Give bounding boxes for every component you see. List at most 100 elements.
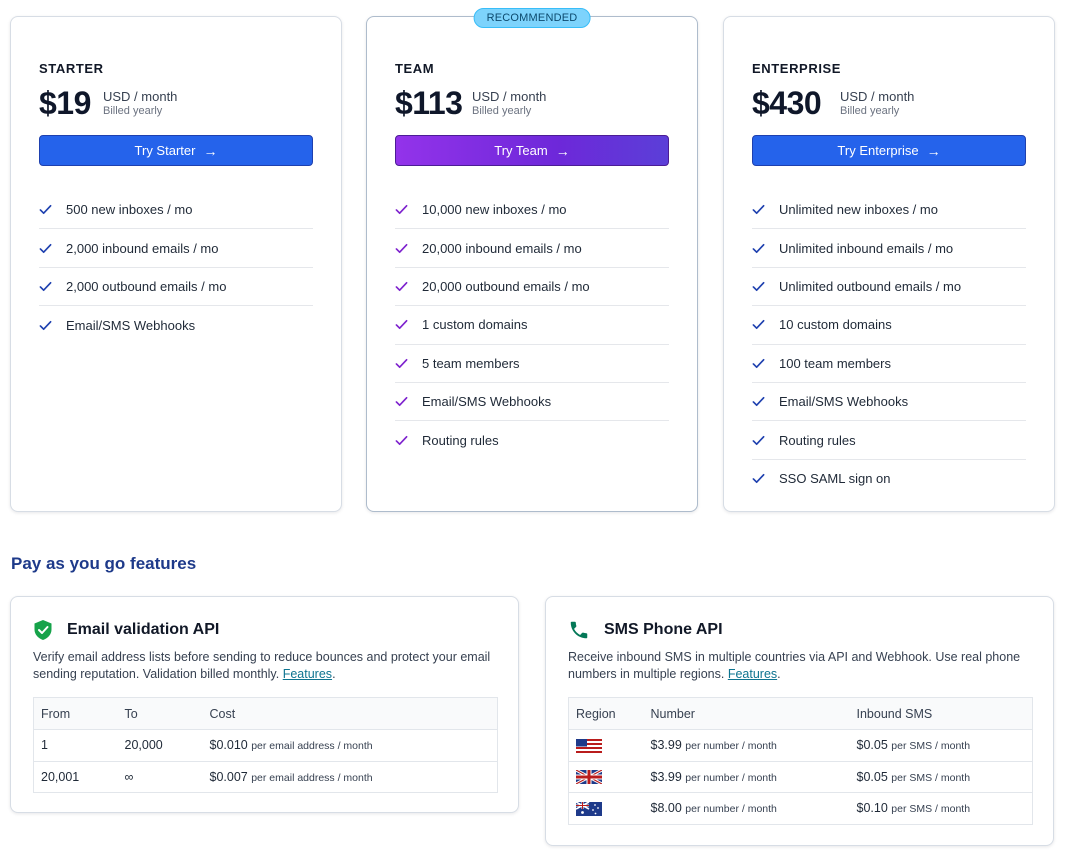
feature-label: 1 custom domains: [422, 317, 528, 333]
column-header: Number: [643, 697, 850, 730]
description-text: Receive inbound SMS in multiple countrie…: [568, 650, 1021, 681]
check-icon: [752, 435, 765, 445]
check-icon: [39, 320, 52, 330]
table-row: 1 20,000 $0.010 per email address / mont…: [33, 729, 498, 762]
price-meta: USD / month Billed yearly: [103, 90, 177, 117]
number-unit: per number / month: [685, 803, 777, 816]
feature-list: 500 new inboxes / mo 2,000 inbound email…: [39, 191, 313, 345]
feature-item: 10,000 new inboxes / mo: [395, 191, 669, 230]
sms-price: $0.05: [856, 769, 888, 784]
feature-item: 10 custom domains: [752, 306, 1026, 345]
cell-region: [568, 792, 644, 825]
feature-label: 500 new inboxes / mo: [66, 202, 193, 218]
plan-price: $430: [752, 85, 822, 121]
check-icon: [395, 358, 408, 368]
sms-phone-card: SMS Phone API Receive inbound SMS in mul…: [545, 596, 1054, 846]
check-icon: [395, 320, 408, 330]
feature-list: 10,000 new inboxes / mo 20,000 inbound e…: [395, 191, 669, 460]
price-meta: USD / month Billed yearly: [840, 90, 914, 117]
check-icon: [752, 320, 765, 330]
feature-list: Unlimited new inboxes / mo Unlimited inb…: [752, 191, 1026, 498]
price-unit: USD / month: [840, 89, 915, 104]
check-icon: [752, 474, 765, 484]
feature-label: Unlimited inbound emails / mo: [779, 240, 954, 256]
try-team-button[interactable]: Try Team →: [395, 135, 669, 166]
uk-flag-icon: [576, 770, 602, 785]
column-header: To: [117, 697, 203, 730]
features-link[interactable]: Features: [282, 667, 333, 681]
plan-name: ENTERPRISE: [752, 61, 842, 76]
try-enterprise-button[interactable]: Try Enterprise →: [752, 135, 1026, 166]
feature-label: 2,000 outbound emails / mo: [66, 278, 227, 294]
cell-number: $3.99 per number / month: [643, 761, 850, 793]
button-label: Try Team: [494, 143, 548, 158]
cell-sms: $0.10 per SMS / month: [849, 792, 1033, 825]
section-title: Pay as you go features: [11, 554, 197, 573]
feature-item: SSO SAML sign on: [752, 460, 1026, 498]
feature-item: Unlimited inbound emails / mo: [752, 229, 1026, 268]
feature-label: Routing rules: [422, 433, 499, 449]
plan-name: TEAM: [395, 61, 435, 76]
table-header-row: From To Cost: [33, 697, 498, 730]
cell-to: 20,000: [117, 729, 203, 762]
feature-item: 1 custom domains: [395, 306, 669, 345]
plan-price: $113: [395, 85, 463, 121]
feature-label: 10 custom domains: [779, 317, 892, 333]
feature-item: 2,000 outbound emails / mo: [39, 268, 313, 307]
cell-number: $3.99 per number / month: [643, 729, 850, 762]
plan-price: $19: [39, 85, 91, 121]
price-billing: Billed yearly: [840, 105, 900, 117]
sms-unit: per SMS / month: [891, 771, 971, 784]
feature-item: Email/SMS Webhooks: [752, 383, 1026, 422]
table-row: $3.99 per number / month $0.05 per SMS /…: [568, 729, 1033, 762]
cell-sms: $0.05 per SMS / month: [849, 729, 1033, 762]
check-icon: [39, 243, 52, 253]
feature-label: 100 team members: [779, 355, 891, 371]
feature-item: 100 team members: [752, 345, 1026, 383]
feature-label: Email/SMS Webhooks: [422, 394, 552, 410]
feature-item: Unlimited new inboxes / mo: [752, 191, 1026, 230]
button-label: Try Starter: [134, 143, 196, 158]
price-unit: USD / month: [103, 89, 178, 104]
feature-label: 20,000 outbound emails / mo: [422, 278, 590, 294]
cell-cost: $0.010 per email address / month: [202, 729, 498, 762]
period: .: [332, 667, 336, 681]
arrow-right-icon: →: [555, 142, 570, 159]
plan-card-team: RECOMMENDED TEAM $113 USD / month Billed…: [366, 8, 698, 512]
cell-region: [568, 761, 644, 793]
cell-to: ∞: [117, 761, 203, 793]
plan-card-starter: STARTER $19 USD / month Billed yearly Tr…: [10, 16, 342, 512]
feature-label: SSO SAML sign on: [779, 471, 891, 487]
number-unit: per number / month: [685, 740, 777, 753]
feature-label: 20,000 inbound emails / mo: [422, 240, 582, 256]
feature-label: Unlimited outbound emails / mo: [779, 278, 962, 294]
feature-label: Email/SMS Webhooks: [779, 394, 909, 410]
number-price: $3.99: [650, 769, 682, 784]
cell-from: 20,001: [33, 761, 118, 793]
check-icon: [395, 243, 408, 253]
feature-label: 2,000 inbound emails / mo: [66, 240, 219, 256]
card-description: Receive inbound SMS in multiple countrie…: [568, 649, 1036, 683]
sms-unit: per SMS / month: [891, 803, 971, 816]
features-link[interactable]: Features: [727, 667, 778, 681]
card-title: SMS Phone API: [604, 621, 723, 638]
number-unit: per number / month: [685, 771, 777, 784]
period: .: [777, 667, 781, 681]
cost-unit: per email address / month: [251, 740, 373, 753]
sms-unit: per SMS / month: [891, 740, 971, 753]
feature-label: Email/SMS Webhooks: [66, 317, 196, 333]
pricing-table: Region Number Inbound SMS $3.99 per numb…: [568, 697, 1033, 825]
check-icon: [752, 243, 765, 253]
table-row: $8.00 per number / month $0.10 per SMS /…: [568, 792, 1033, 825]
check-icon: [39, 281, 52, 292]
card-header: SMS Phone API: [568, 619, 723, 641]
price-billing: Billed yearly: [103, 105, 163, 117]
feature-item: Routing rules: [752, 421, 1026, 460]
feature-item: 20,000 inbound emails / mo: [395, 229, 669, 268]
cell-cost: $0.007 per email address / month: [202, 761, 498, 793]
check-icon: [752, 205, 765, 215]
column-header: Cost: [202, 697, 498, 730]
column-header: Inbound SMS: [849, 697, 1033, 730]
try-starter-button[interactable]: Try Starter →: [39, 135, 313, 166]
feature-label: 5 team members: [422, 355, 520, 371]
